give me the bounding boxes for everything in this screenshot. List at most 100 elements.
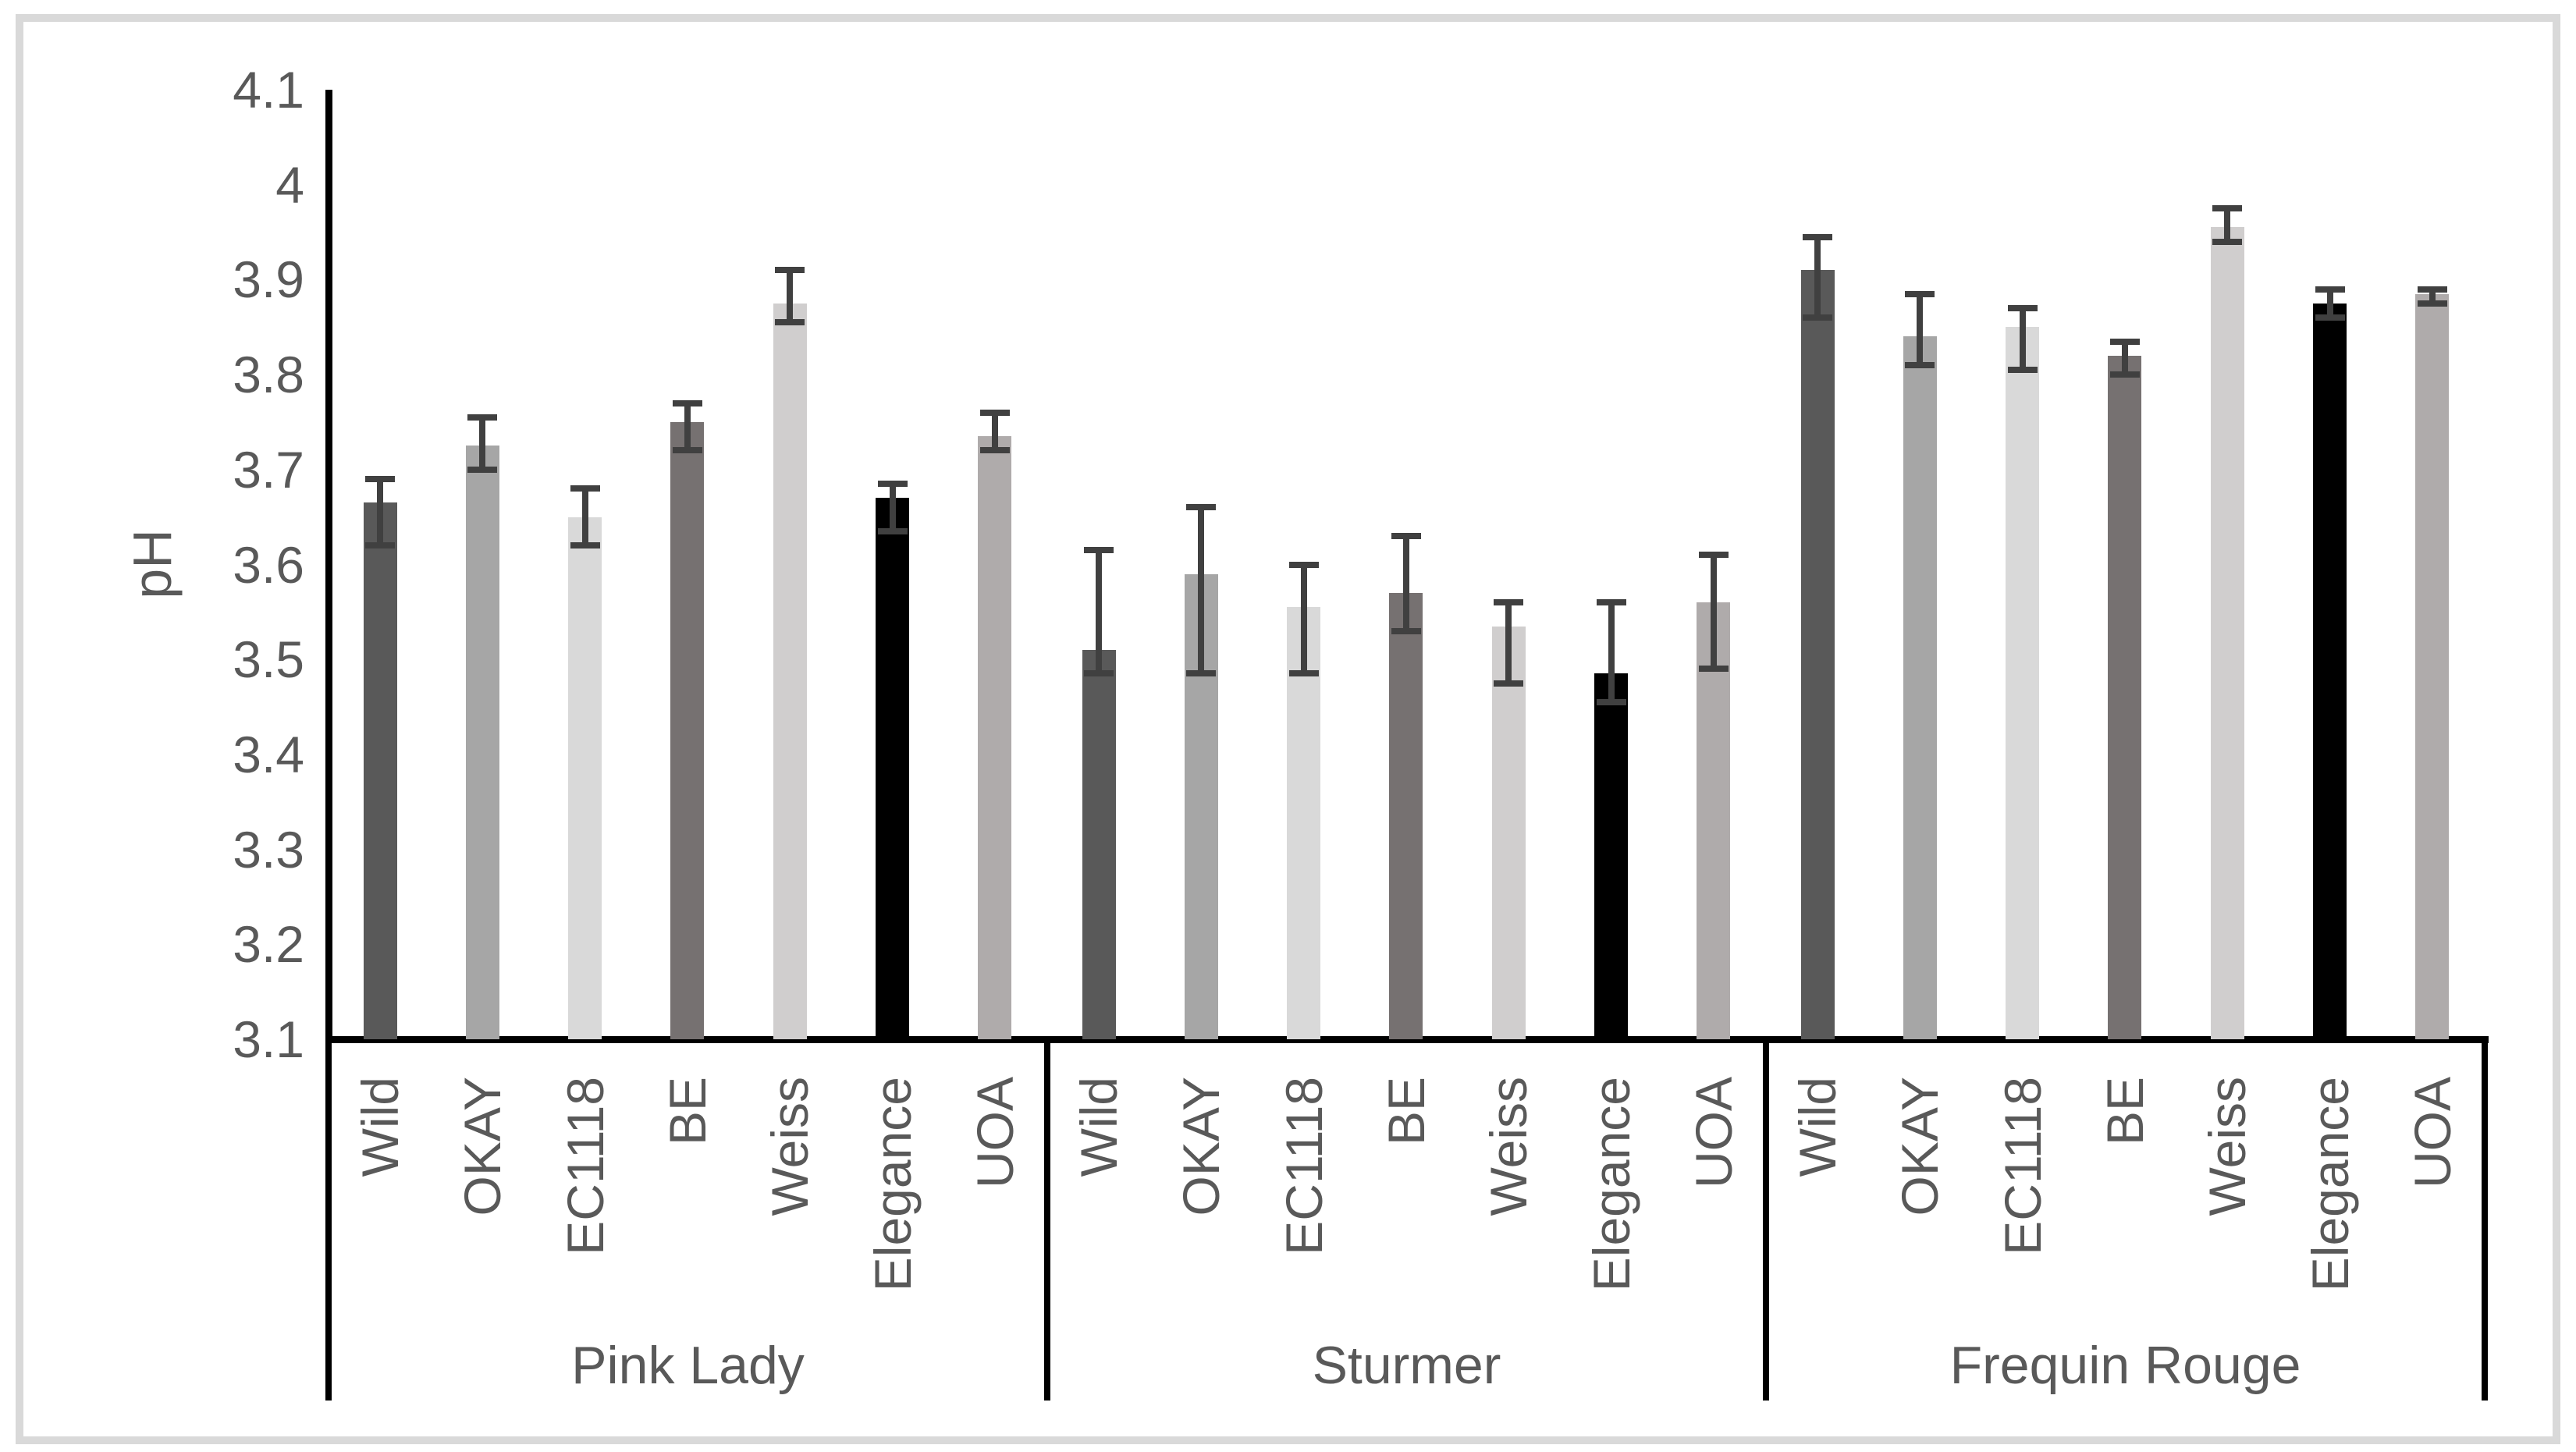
y-axis-line (325, 90, 332, 1039)
y-tick-label: 3.4 (233, 725, 304, 783)
strain-label: OKAY (1172, 1077, 1231, 1216)
bar (1082, 650, 1116, 1039)
bar (2415, 293, 2450, 1039)
strain-label-cell: Wild (1052, 1077, 1146, 1311)
bar (1697, 602, 1731, 1039)
group-separator-line (1044, 1036, 1050, 1401)
error-bar-line (787, 270, 794, 323)
strain-label: UOA (1684, 1077, 1743, 1189)
x-axis-line (325, 1036, 2489, 1043)
strain-label-cell: Elegance (846, 1077, 940, 1311)
bar (1491, 626, 1526, 1039)
strain-label-cell: EC1118 (538, 1077, 632, 1311)
strain-label-cell: Weiss (743, 1077, 837, 1311)
error-bar-cap-top (1905, 290, 1935, 297)
strain-label-cell: OKAY (1154, 1077, 1248, 1311)
strain-label: Wild (1789, 1077, 1846, 1177)
error-bar-line (1814, 236, 1821, 318)
error-bar-cap-top (1391, 532, 1421, 539)
figure-border (16, 14, 2560, 1444)
strain-label: BE (1377, 1077, 1435, 1146)
error-bar-cap-top (2212, 205, 2243, 212)
strain-label-cell: EC1118 (1257, 1077, 1351, 1311)
y-tick-label: 3.5 (233, 630, 304, 689)
error-bar-cap-top (979, 409, 1010, 416)
group-label: Frequin Rouge (1949, 1336, 2301, 1395)
error-bar-cap-top (2007, 304, 2038, 311)
strain-label-cell: Elegance (1565, 1077, 1658, 1311)
strain-label: Elegance (2301, 1077, 2359, 1292)
error-bar-cap-bottom (467, 466, 498, 473)
bar (465, 446, 499, 1039)
bar (363, 502, 397, 1039)
error-bar-line (1096, 550, 1102, 674)
y-tick-label: 3.8 (233, 346, 304, 404)
error-bar-cap-bottom (1596, 698, 1626, 705)
group-label: Pink Lady (571, 1336, 805, 1395)
bar (2210, 227, 2244, 1039)
error-bar-line (1300, 564, 1307, 674)
error-bar-cap-bottom (1803, 314, 1832, 321)
bar (978, 436, 1012, 1039)
strain-label-cell: UOA (948, 1077, 1042, 1311)
bar (1594, 673, 1628, 1039)
group-label: Sturmer (1312, 1336, 1501, 1395)
error-bar-line (1710, 555, 1717, 669)
group-separator-line (1763, 1036, 1769, 1401)
strain-label: OKAY (1891, 1077, 1949, 1216)
error-bar-cap-bottom (2417, 300, 2447, 307)
group-separator-line (2482, 1036, 2488, 1401)
error-bar-cap-top (1288, 561, 1319, 568)
error-bar-line (2326, 289, 2333, 318)
strain-label: UOA (2403, 1077, 2461, 1189)
error-bar-cap-top (1494, 599, 1524, 606)
strain-label-cell: Elegance (2283, 1077, 2377, 1311)
error-bar-cap-top (467, 414, 498, 421)
strain-label-cell: Wild (1771, 1077, 1864, 1311)
strain-label: Weiss (761, 1077, 819, 1216)
error-bar-cap-bottom (979, 447, 1010, 454)
error-bar-line (2224, 208, 2231, 242)
strain-label-cell: BE (1359, 1077, 1453, 1311)
y-tick-label: 3.9 (233, 250, 304, 309)
bar (1389, 593, 1423, 1039)
error-bar-line (991, 412, 998, 451)
error-bar-line (479, 417, 486, 470)
strain-label: BE (2095, 1077, 2154, 1146)
strain-label-cell: Weiss (2180, 1077, 2274, 1311)
strain-label-cell: BE (641, 1077, 734, 1311)
error-bar-line (1402, 535, 1409, 631)
error-bar-cap-bottom (1084, 670, 1114, 677)
bar (1287, 607, 1321, 1039)
error-bar-cap-bottom (2212, 238, 2243, 245)
strain-label: BE (658, 1077, 716, 1146)
strain-label: Wild (351, 1077, 409, 1177)
error-bar-cap-bottom (570, 542, 600, 549)
error-bar-line (2121, 341, 2128, 375)
bar (2108, 355, 2142, 1039)
error-bar-cap-top (570, 485, 600, 492)
strain-label: EC1118 (1274, 1077, 1333, 1255)
strain-label-cell: OKAY (435, 1077, 529, 1311)
error-bar-cap-top (775, 267, 805, 274)
strain-label: EC1118 (556, 1077, 614, 1255)
error-bar-line (1505, 602, 1512, 683)
y-tick-label: 3.3 (233, 820, 304, 879)
error-bar-cap-top (672, 399, 702, 406)
error-bar-cap-top (2109, 338, 2140, 345)
bar (876, 498, 909, 1039)
error-bar-cap-bottom (1905, 361, 1935, 368)
error-bar-cap-bottom (1288, 670, 1319, 677)
y-tick-label: 3.6 (233, 535, 304, 594)
strain-label: Weiss (1480, 1077, 1538, 1216)
error-bar-line (889, 484, 896, 531)
bar (1800, 270, 1835, 1039)
strain-label-cell: OKAY (1873, 1077, 1967, 1311)
bar (568, 517, 602, 1039)
bar (670, 421, 705, 1039)
error-bar-cap-bottom (2109, 371, 2140, 378)
error-bar-line (684, 403, 691, 451)
strain-label: EC1118 (1993, 1077, 2052, 1255)
error-bar-line (377, 478, 383, 546)
strain-label-cell: EC1118 (1976, 1077, 2070, 1311)
